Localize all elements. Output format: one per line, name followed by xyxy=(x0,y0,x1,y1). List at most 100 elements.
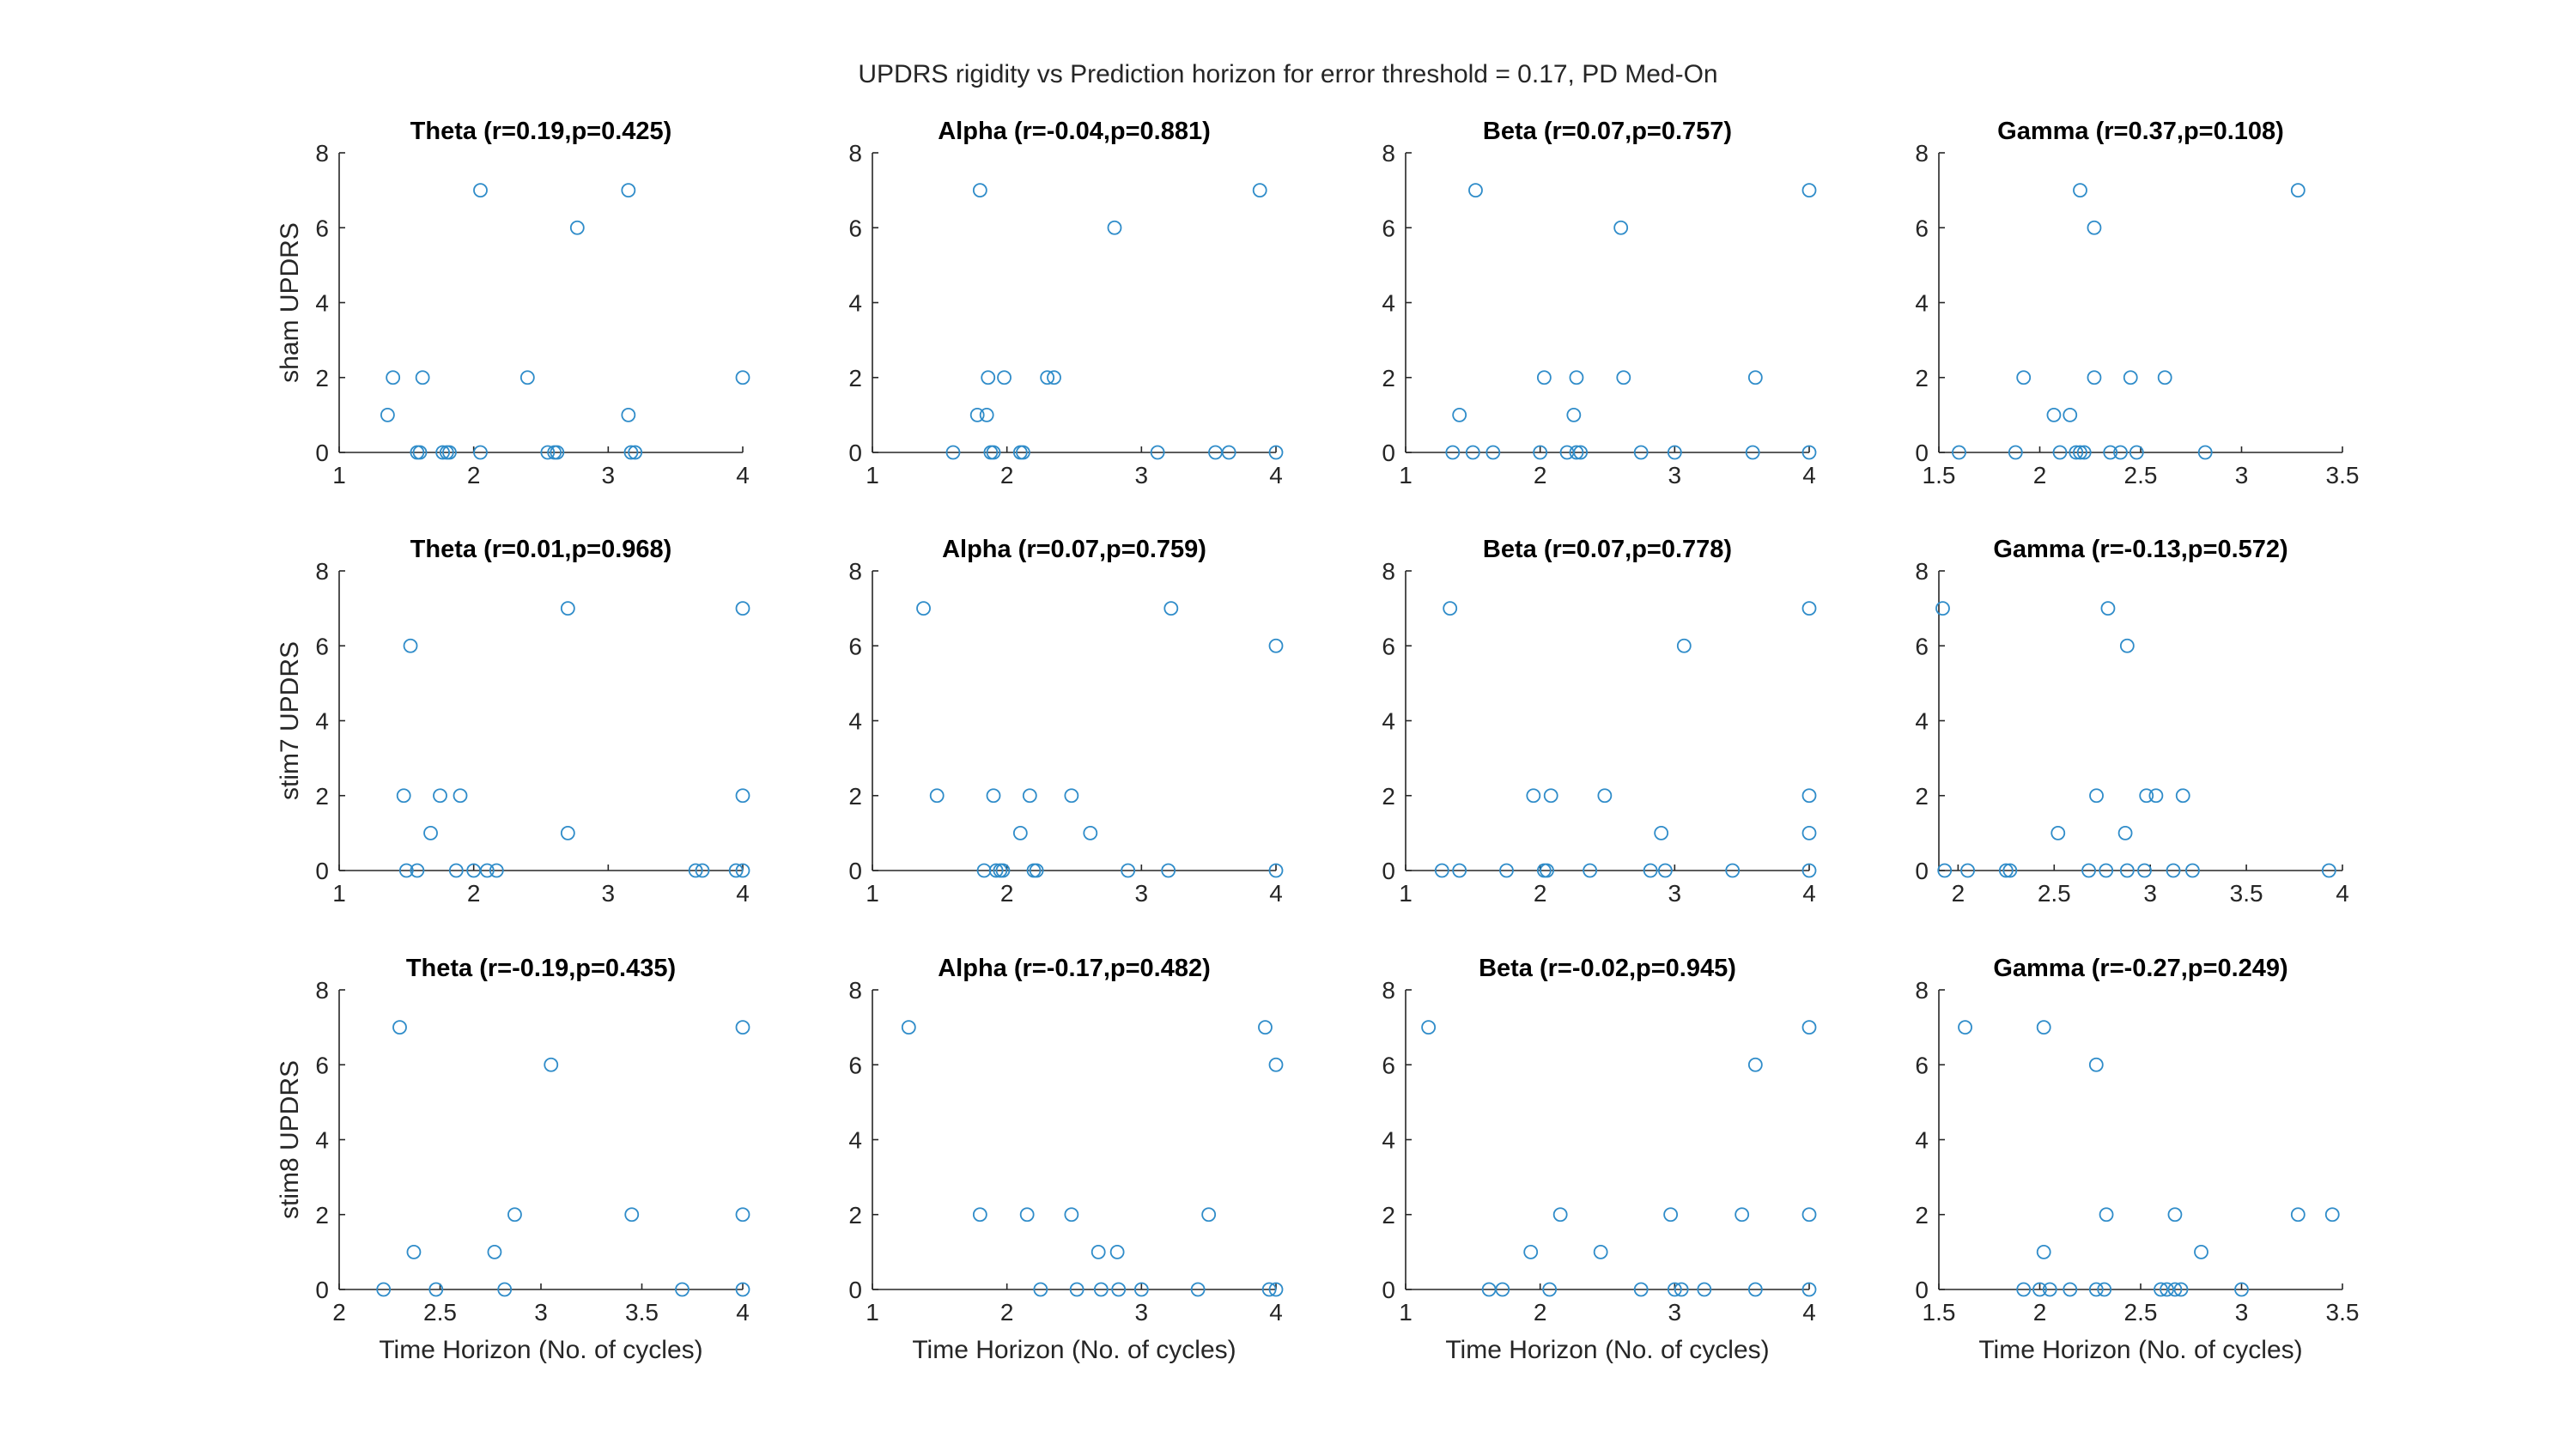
data-point xyxy=(2100,601,2116,616)
data-point xyxy=(1485,445,1501,460)
data-point xyxy=(1801,601,1817,616)
y-tick-label: 0 xyxy=(1915,1277,1929,1303)
y-tick-label: 6 xyxy=(848,215,862,241)
y-axis-label: stim7 UPDRS xyxy=(276,641,304,800)
y-tick-label: 8 xyxy=(1382,558,1395,585)
panel-title: Gamma (r=0.37,p=0.108) xyxy=(1997,118,2284,145)
data-point xyxy=(621,407,636,422)
data-point xyxy=(1801,1020,1817,1035)
data-point xyxy=(497,1282,513,1297)
y-tick-label: 6 xyxy=(1382,1052,1395,1078)
x-tick-label: 1 xyxy=(866,1299,879,1326)
data-point xyxy=(2173,1282,2189,1297)
data-point xyxy=(1421,1020,1437,1035)
data-point xyxy=(1542,1282,1558,1297)
x-tick-label: 2.5 xyxy=(2124,1299,2158,1326)
panel-title: Gamma (r=-0.13,p=0.572) xyxy=(1993,536,2287,563)
x-tick-label: 3 xyxy=(1668,1299,1682,1326)
y-tick-label: 4 xyxy=(315,708,329,735)
y-tick-label: 0 xyxy=(315,440,329,466)
data-point xyxy=(1040,370,1055,385)
data-point xyxy=(2016,1282,2032,1297)
data-point xyxy=(1091,1244,1106,1259)
data-point xyxy=(2097,1282,2112,1297)
data-point xyxy=(2119,638,2135,653)
y-tick-label: 8 xyxy=(315,140,329,167)
x-tick-label: 3 xyxy=(602,462,616,488)
data-point xyxy=(1161,863,1176,878)
scatter-panel-7: Beta (r=0.07,p=0.778) 1 2 3 4 0 2 4 6 8 xyxy=(1382,536,1817,907)
data-point xyxy=(1452,407,1467,422)
data-point xyxy=(1667,445,1682,460)
data-point xyxy=(1452,863,1467,878)
data-point xyxy=(1998,863,2014,878)
x-tick-label: 4 xyxy=(1269,462,1283,488)
data-point xyxy=(1747,1057,1763,1072)
y-tick-label: 0 xyxy=(1382,858,1395,884)
data-point xyxy=(2002,863,2018,878)
data-point xyxy=(2119,863,2135,878)
panel-title: Alpha (r=-0.04,p=0.881) xyxy=(938,118,1211,145)
data-point xyxy=(569,220,585,235)
data-point xyxy=(2052,445,2068,460)
scatter-panel-2: Alpha (r=-0.04,p=0.881) 1 2 3 4 0 2 4 6 8 xyxy=(848,118,1284,488)
data-point xyxy=(1022,788,1037,804)
data-point xyxy=(2139,788,2154,804)
data-point xyxy=(1083,825,1098,840)
data-point xyxy=(1583,863,1598,878)
data-point xyxy=(1569,445,1584,460)
data-point xyxy=(675,1282,690,1297)
data-point xyxy=(1434,863,1449,878)
y-tick-label: 0 xyxy=(848,1277,862,1303)
data-point xyxy=(412,445,428,460)
panel-title: Gamma (r=-0.27,p=0.249) xyxy=(1993,955,2287,982)
data-point xyxy=(1801,445,1817,460)
data-point xyxy=(2088,1282,2104,1297)
data-point xyxy=(972,1207,987,1223)
data-point xyxy=(2290,1207,2306,1223)
x-tick-label: 2.5 xyxy=(423,1299,457,1326)
data-point xyxy=(560,601,575,616)
y-tick-label: 2 xyxy=(848,1202,862,1229)
data-point xyxy=(1745,445,1760,460)
data-point xyxy=(688,863,703,878)
data-point xyxy=(2154,1282,2168,1297)
panel-title: Alpha (r=0.07,p=0.759) xyxy=(942,536,1206,563)
data-point xyxy=(540,445,556,460)
data-point xyxy=(2103,445,2118,460)
y-tick-label: 8 xyxy=(1915,977,1929,1004)
x-tick-label: 1 xyxy=(866,462,879,488)
y-tick-label: 8 xyxy=(1382,140,1395,167)
data-point xyxy=(1268,1282,1284,1297)
data-point xyxy=(2088,1057,2104,1072)
data-point xyxy=(1069,1282,1084,1297)
y-tick-label: 8 xyxy=(848,558,862,585)
data-point xyxy=(1597,788,1613,804)
x-tick-label: 2.5 xyxy=(2124,462,2158,488)
data-point xyxy=(2234,1282,2249,1297)
data-point xyxy=(624,1207,640,1223)
scatter-panel-5: Theta (r=0.01,p=0.968) 1 2 3 4 0 2 4 6 8 stim7 UPD… xyxy=(276,536,750,907)
data-point xyxy=(986,788,1001,804)
data-point xyxy=(1552,1207,1568,1223)
data-point xyxy=(2290,183,2306,198)
data-point xyxy=(1667,1282,1682,1297)
panel-title: Theta (r=0.19,p=0.425) xyxy=(410,118,672,145)
data-point xyxy=(1268,1057,1284,1072)
data-point xyxy=(995,863,1011,878)
data-point xyxy=(380,407,395,422)
x-tick-label: 3.5 xyxy=(2326,462,2360,488)
data-point xyxy=(735,1282,750,1297)
data-point xyxy=(1468,183,1483,198)
x-tick-label: 3.5 xyxy=(2230,880,2263,907)
data-point xyxy=(1566,407,1582,422)
data-point xyxy=(2032,1282,2047,1297)
panel-title: Beta (r=0.07,p=0.778) xyxy=(1483,536,1732,563)
x-tick-label: 3 xyxy=(1668,880,1682,907)
data-point xyxy=(1107,220,1122,235)
data-point xyxy=(1109,1244,1125,1259)
data-point xyxy=(406,1244,422,1259)
data-point xyxy=(2099,863,2114,878)
data-point xyxy=(453,788,468,804)
